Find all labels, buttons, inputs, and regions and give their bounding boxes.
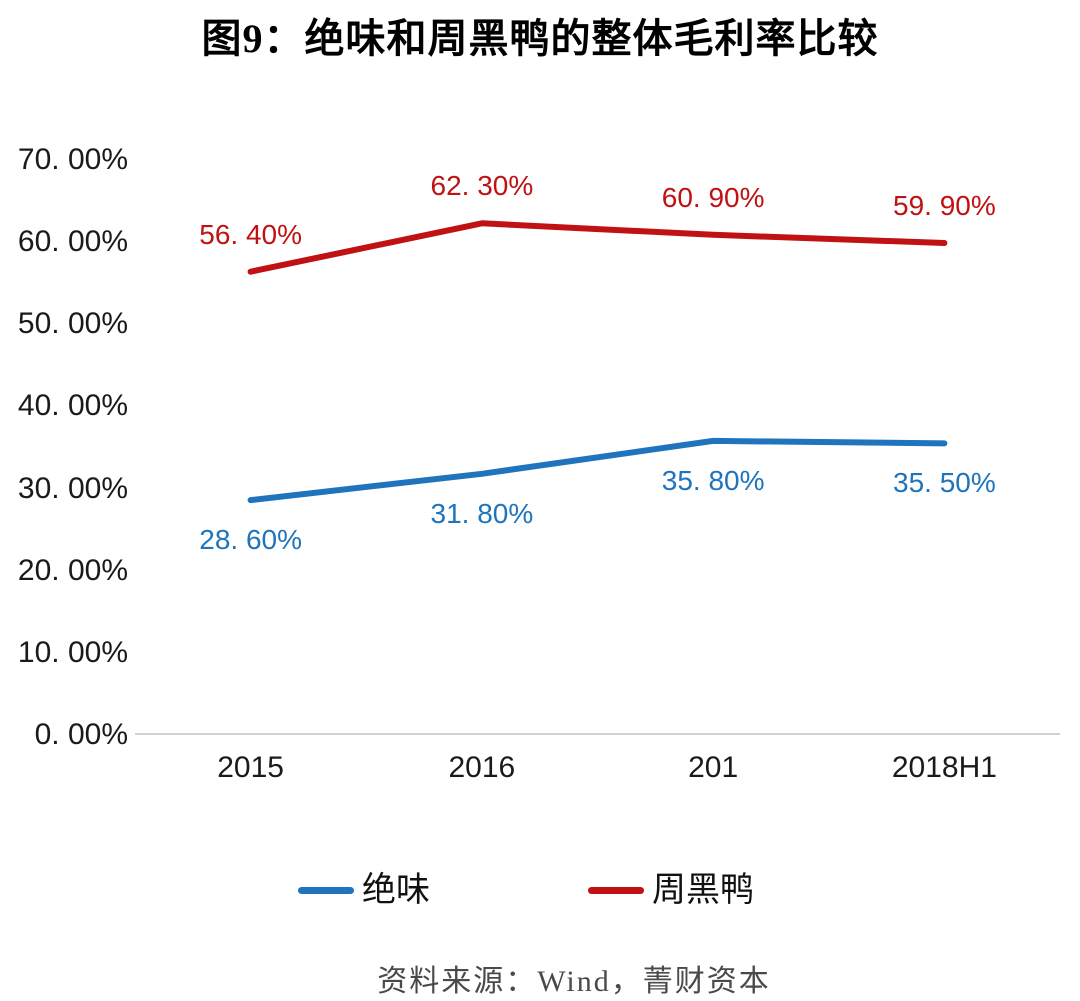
- source-note: 资料来源：Wind，菁财资本: [377, 965, 771, 998]
- y-axis-tick-label: 60. 00%: [17, 225, 128, 259]
- data-label: 59. 90%: [893, 189, 996, 221]
- x-axis-tick-label: 2018H1: [891, 751, 997, 784]
- y-axis-tick-label: 40. 00%: [17, 389, 128, 423]
- data-label: 35. 50%: [893, 467, 996, 499]
- data-label: 62. 30%: [430, 170, 534, 202]
- legend-label-zhouheiya: 周黑鸭: [652, 872, 754, 909]
- x-axis-tick-label: 201: [688, 751, 739, 784]
- y-axis-tick-label: 30. 00%: [17, 471, 128, 505]
- series-line-juewei: [247, 437, 948, 504]
- y-axis-tick-label: 0. 00%: [34, 718, 128, 751]
- legend-label-juewei: 绝味: [362, 872, 430, 909]
- y-axis-tick-label: 70. 00%: [17, 143, 128, 176]
- data-label: 56. 40%: [199, 218, 302, 250]
- x-axis-tick-label: 2016: [448, 751, 516, 784]
- y-axis-tick-label: 50. 00%: [17, 307, 128, 341]
- data-label: 60. 90%: [661, 181, 765, 213]
- data-label: 35. 80%: [661, 464, 765, 496]
- data-label: 31. 80%: [430, 497, 534, 529]
- series-line-zhouheiya: [247, 220, 948, 275]
- x-axis-tick-label: 2015: [217, 751, 284, 784]
- y-axis-tick-label: 10. 00%: [17, 635, 128, 669]
- x-axis-line: [135, 733, 1060, 735]
- chart-title: 图9：绝味和周黑鸭的整体毛利率比较: [201, 16, 879, 61]
- y-axis-tick-label: 20. 00%: [17, 553, 128, 587]
- zhouheiya-line-swatch-icon: [588, 887, 644, 894]
- data-label: 28. 60%: [199, 524, 302, 556]
- juewei-line-swatch-icon: [298, 887, 354, 894]
- legend: 绝味 周黑鸭: [0, 868, 1080, 914]
